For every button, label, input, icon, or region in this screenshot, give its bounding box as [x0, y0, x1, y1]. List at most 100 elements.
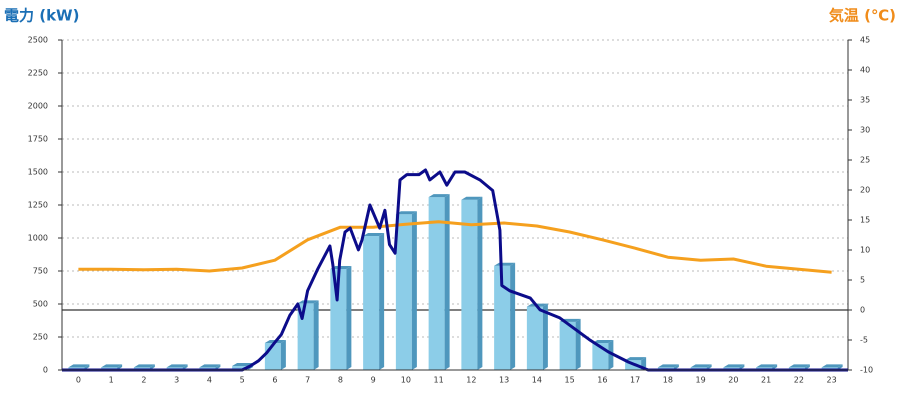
x-tick-label: 16: [597, 376, 607, 385]
y-tick-label: 1750: [28, 135, 48, 144]
bar-top: [723, 364, 745, 368]
bar-top: [788, 364, 810, 368]
y2-tick-label: 20: [860, 186, 870, 195]
bar-top: [461, 196, 483, 200]
bar-side: [444, 194, 450, 370]
line: [62, 168, 848, 372]
y-axis-title: 電力 (kW): [4, 7, 79, 25]
y2-tick-label: 0: [860, 306, 865, 315]
x-tick-label: 12: [466, 376, 476, 385]
y-tick-label: 2250: [28, 69, 48, 78]
bar: [461, 196, 483, 370]
x-tick-label: 18: [663, 376, 673, 385]
x-tick-label: 20: [728, 376, 738, 385]
bar-side: [280, 339, 286, 370]
x-tick-label: 13: [499, 376, 509, 385]
y-tick-label: 250: [33, 333, 48, 342]
bar-top: [690, 364, 712, 368]
bar-top: [756, 364, 778, 368]
x-tick-label: 0: [76, 376, 81, 385]
bar-top: [297, 300, 319, 304]
x-tick-label: 11: [434, 376, 444, 385]
bar-side: [575, 318, 581, 370]
x-tick-label: 4: [207, 376, 212, 385]
bar: [428, 194, 450, 370]
x-tick-label: 10: [401, 376, 411, 385]
x-tick-label: 8: [338, 376, 343, 385]
x-tick-label: 5: [240, 376, 245, 385]
bar-top: [657, 364, 679, 368]
bar-front: [428, 197, 445, 370]
y-tick-label: 1500: [28, 168, 48, 177]
bar-front: [330, 269, 347, 370]
bar-front: [494, 265, 511, 370]
bar-side: [510, 262, 516, 370]
bar-side: [608, 339, 614, 370]
x-tick-label: 14: [532, 376, 542, 385]
x-tick-label: 21: [761, 376, 771, 385]
line: [78, 220, 832, 274]
y2-tick-label: 40: [860, 66, 870, 75]
bar: [264, 339, 286, 370]
bar-front: [461, 199, 478, 370]
bar-side: [346, 266, 352, 370]
bar-top: [395, 211, 417, 215]
bar-front: [232, 366, 249, 370]
bar-front: [297, 303, 314, 370]
y-tick-label: 2500: [28, 36, 48, 45]
bar-front: [526, 306, 543, 370]
x-tick-label: 3: [174, 376, 179, 385]
x-tick-label: 15: [565, 376, 575, 385]
bar-top: [428, 194, 450, 198]
x-tick-label: 19: [696, 376, 706, 385]
x-tick-label: 1: [109, 376, 114, 385]
y-tick-label: 1000: [28, 234, 48, 243]
bar-top: [592, 339, 614, 343]
bar-top: [363, 233, 385, 237]
bar-top: [232, 363, 254, 367]
x-tick-label: 6: [272, 376, 277, 385]
bar-top: [166, 364, 188, 368]
y-tick-label: 1250: [28, 201, 48, 210]
bar-front: [363, 236, 380, 370]
x-tick-label: 2: [141, 376, 146, 385]
y2-tick-label: 15: [860, 216, 870, 225]
bar: [330, 266, 352, 370]
y2-tick-label: 5: [860, 276, 865, 285]
bar: [297, 300, 319, 370]
bar-side: [379, 233, 385, 370]
y2-axis-title: 気温 (℃): [829, 7, 896, 25]
bar: [494, 262, 516, 370]
y2-tick-label: 30: [860, 126, 870, 135]
y-tick-label: 750: [33, 267, 48, 276]
bar-top: [494, 262, 516, 266]
bar-top: [330, 266, 352, 270]
bar-front: [395, 214, 412, 370]
x-tick-label: 9: [371, 376, 376, 385]
bar-top: [68, 364, 90, 368]
bar-front: [559, 321, 576, 370]
bar-side: [477, 196, 483, 370]
bar-side: [313, 300, 319, 370]
y-tick-label: 2000: [28, 102, 48, 111]
bar: [526, 303, 548, 370]
y2-tick-label: -10: [860, 366, 873, 375]
y-tick-label: 0: [43, 366, 48, 375]
y2-tick-label: 45: [860, 36, 870, 45]
y2-tick-label: -5: [860, 336, 868, 345]
bar-side: [542, 303, 548, 370]
bar-top: [101, 364, 123, 368]
x-tick-label: 7: [305, 376, 310, 385]
bar-top: [133, 364, 155, 368]
bar-top: [625, 357, 647, 361]
x-tick-label: 23: [827, 376, 837, 385]
y2-tick-label: 10: [860, 246, 870, 255]
bar: [395, 211, 417, 370]
x-tick-label: 22: [794, 376, 804, 385]
y2-tick-label: 35: [860, 96, 870, 105]
y2-tick-label: 25: [860, 156, 870, 165]
bar-top: [821, 364, 843, 368]
bar-top: [199, 364, 221, 368]
bar-side: [411, 211, 417, 370]
